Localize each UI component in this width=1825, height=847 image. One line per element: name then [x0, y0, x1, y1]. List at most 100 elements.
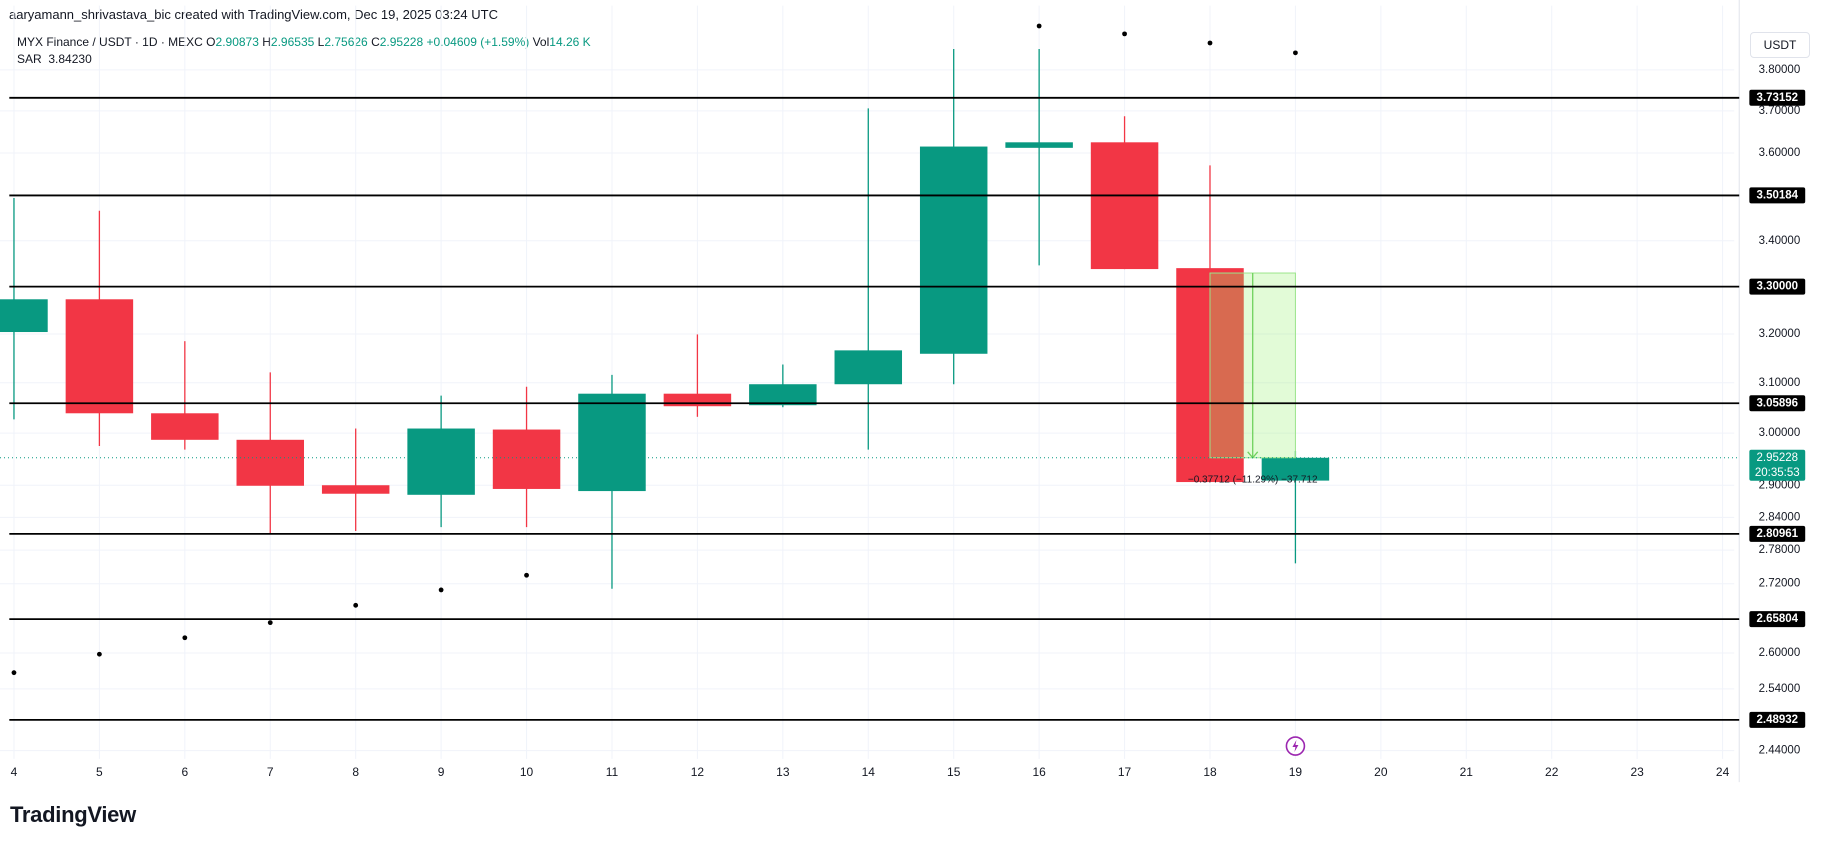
countdown: 20:35:53 [1755, 467, 1800, 479]
level-tag [1749, 278, 1806, 295]
candle-body [1005, 142, 1073, 148]
candle-body [321, 485, 390, 494]
vol-value: 14.26 K [549, 35, 591, 49]
h-label: H [262, 35, 271, 49]
symbol: MYX Finance / USDT · 1D · MEXC [17, 35, 203, 49]
level-tag [1749, 187, 1806, 204]
candle-body [749, 384, 817, 406]
sar-dot [1207, 40, 1213, 46]
y-tick-label: 3.00000 [1759, 427, 1801, 439]
candle-body [663, 393, 732, 407]
level-label: 3.73152 [1756, 92, 1798, 104]
o-value: 2.90873 [215, 35, 259, 49]
y-tick-label: 2.54000 [1759, 683, 1801, 695]
candle-body [834, 350, 903, 385]
x-tick-label: 20 [1374, 765, 1388, 779]
level-tag [1749, 711, 1806, 728]
change: +0.04609 (+1.59%) [426, 35, 530, 49]
candle-body [65, 299, 134, 414]
x-tick-label: 8 [352, 765, 359, 779]
level-tag [1749, 525, 1806, 542]
y-tick-label: 3.70000 [1759, 105, 1801, 117]
last-price-tag [1749, 449, 1806, 481]
x-tick-label: 6 [181, 765, 188, 779]
y-tick-label: 3.10000 [1759, 377, 1801, 389]
candle-body [151, 413, 219, 440]
x-tick-label: 9 [438, 765, 445, 779]
l-value: 2.75626 [324, 35, 368, 49]
level-label: 3.05896 [1756, 397, 1798, 409]
x-tick-label: 24 [1716, 765, 1730, 779]
x-tick-label: 18 [1203, 765, 1217, 779]
y-tick-label: 2.78000 [1759, 544, 1801, 556]
x-tick-label: 15 [947, 765, 961, 779]
l-label: L [317, 35, 325, 49]
level-label: 2.65804 [1756, 613, 1798, 625]
x-tick-label: 7 [267, 765, 274, 779]
x-tick-label: 5 [96, 765, 103, 779]
y-tick-label: 3.60000 [1759, 147, 1801, 159]
brand: TradingView [10, 802, 136, 827]
chart: 4 5 6 7 8 9 10 11 12 13 14 15 16 17 18 19 20 21 22 23 24 3.80… [0, 0, 1806, 783]
c-label: C [371, 35, 380, 49]
candle-body [236, 439, 305, 486]
x-tick-label: 19 [1289, 765, 1303, 779]
sar-dot [438, 587, 444, 593]
level-label: 2.48932 [1756, 714, 1798, 726]
currency[interactable]: USDT [1750, 32, 1810, 58]
level-tag [1749, 89, 1806, 106]
candle-body [1090, 142, 1159, 270]
x-tick-label: 21 [1460, 765, 1474, 779]
sar-dot [96, 651, 102, 657]
candle-body [919, 146, 988, 354]
x-tick-label: 12 [691, 765, 705, 779]
x-tick-label: 22 [1545, 765, 1559, 779]
sar-label: SAR [17, 52, 42, 66]
x-tick-label: 17 [1118, 765, 1132, 779]
candle-body [492, 429, 561, 489]
candle-body [578, 393, 646, 492]
candle-body [407, 428, 475, 495]
y-tick-label: 3.40000 [1759, 235, 1801, 247]
x-tick-label: 13 [776, 765, 790, 779]
y-tick-label: 2.90000 [1759, 479, 1801, 491]
level-label: 2.80961 [1756, 528, 1798, 540]
sar-dot [524, 572, 529, 578]
level-label: 3.30000 [1756, 281, 1798, 293]
sar-dot [11, 670, 17, 676]
sar-dot [182, 635, 188, 641]
x-tick-label: 10 [520, 765, 534, 779]
level-tag [1749, 611, 1806, 628]
candle-body [0, 299, 48, 333]
last-price-label: 2.95228 [1756, 452, 1798, 464]
level-label: 3.50184 [1756, 189, 1798, 201]
sar-dot [267, 620, 273, 626]
legend-row: MYX Finance / USDT · 1D · MEXC O2.90873 … [17, 35, 591, 49]
c-value: 2.95228 [379, 35, 424, 49]
y-tick-label: 2.72000 [1759, 578, 1801, 590]
level-tag [1749, 395, 1806, 412]
x-tick-label: 16 [1032, 765, 1046, 779]
y-tick-label: 2.84000 [1759, 511, 1801, 523]
sar-dot [1036, 23, 1042, 29]
y-tick-label: 3.20000 [1759, 328, 1801, 340]
sar-value: 3.84230 [48, 52, 92, 66]
header: aaryamann_shrivastava_bic created with T… [9, 7, 498, 22]
x-tick-label: 23 [1630, 765, 1644, 779]
y-tick-label: 2.44000 [1759, 745, 1801, 757]
vol-label: Vol [532, 35, 550, 49]
x-tick-label: 4 [11, 765, 18, 779]
y-tick-label: 3.80000 [1759, 64, 1801, 76]
o-label: O [206, 35, 216, 49]
sar-row: SAR 3.84230 [17, 52, 92, 66]
candle-body [1261, 457, 1330, 481]
measure-label: −0.37712 (−11.29%) −37.712 [1188, 475, 1318, 486]
y-tick-label: 2.60000 [1759, 647, 1801, 659]
x-tick-label: 11 [606, 765, 619, 779]
sar-dot [353, 602, 359, 608]
event-bolt [1292, 740, 1299, 753]
sar-dot [1293, 50, 1298, 56]
h-value: 2.96535 [270, 35, 315, 49]
x-tick-label: 14 [862, 765, 876, 779]
